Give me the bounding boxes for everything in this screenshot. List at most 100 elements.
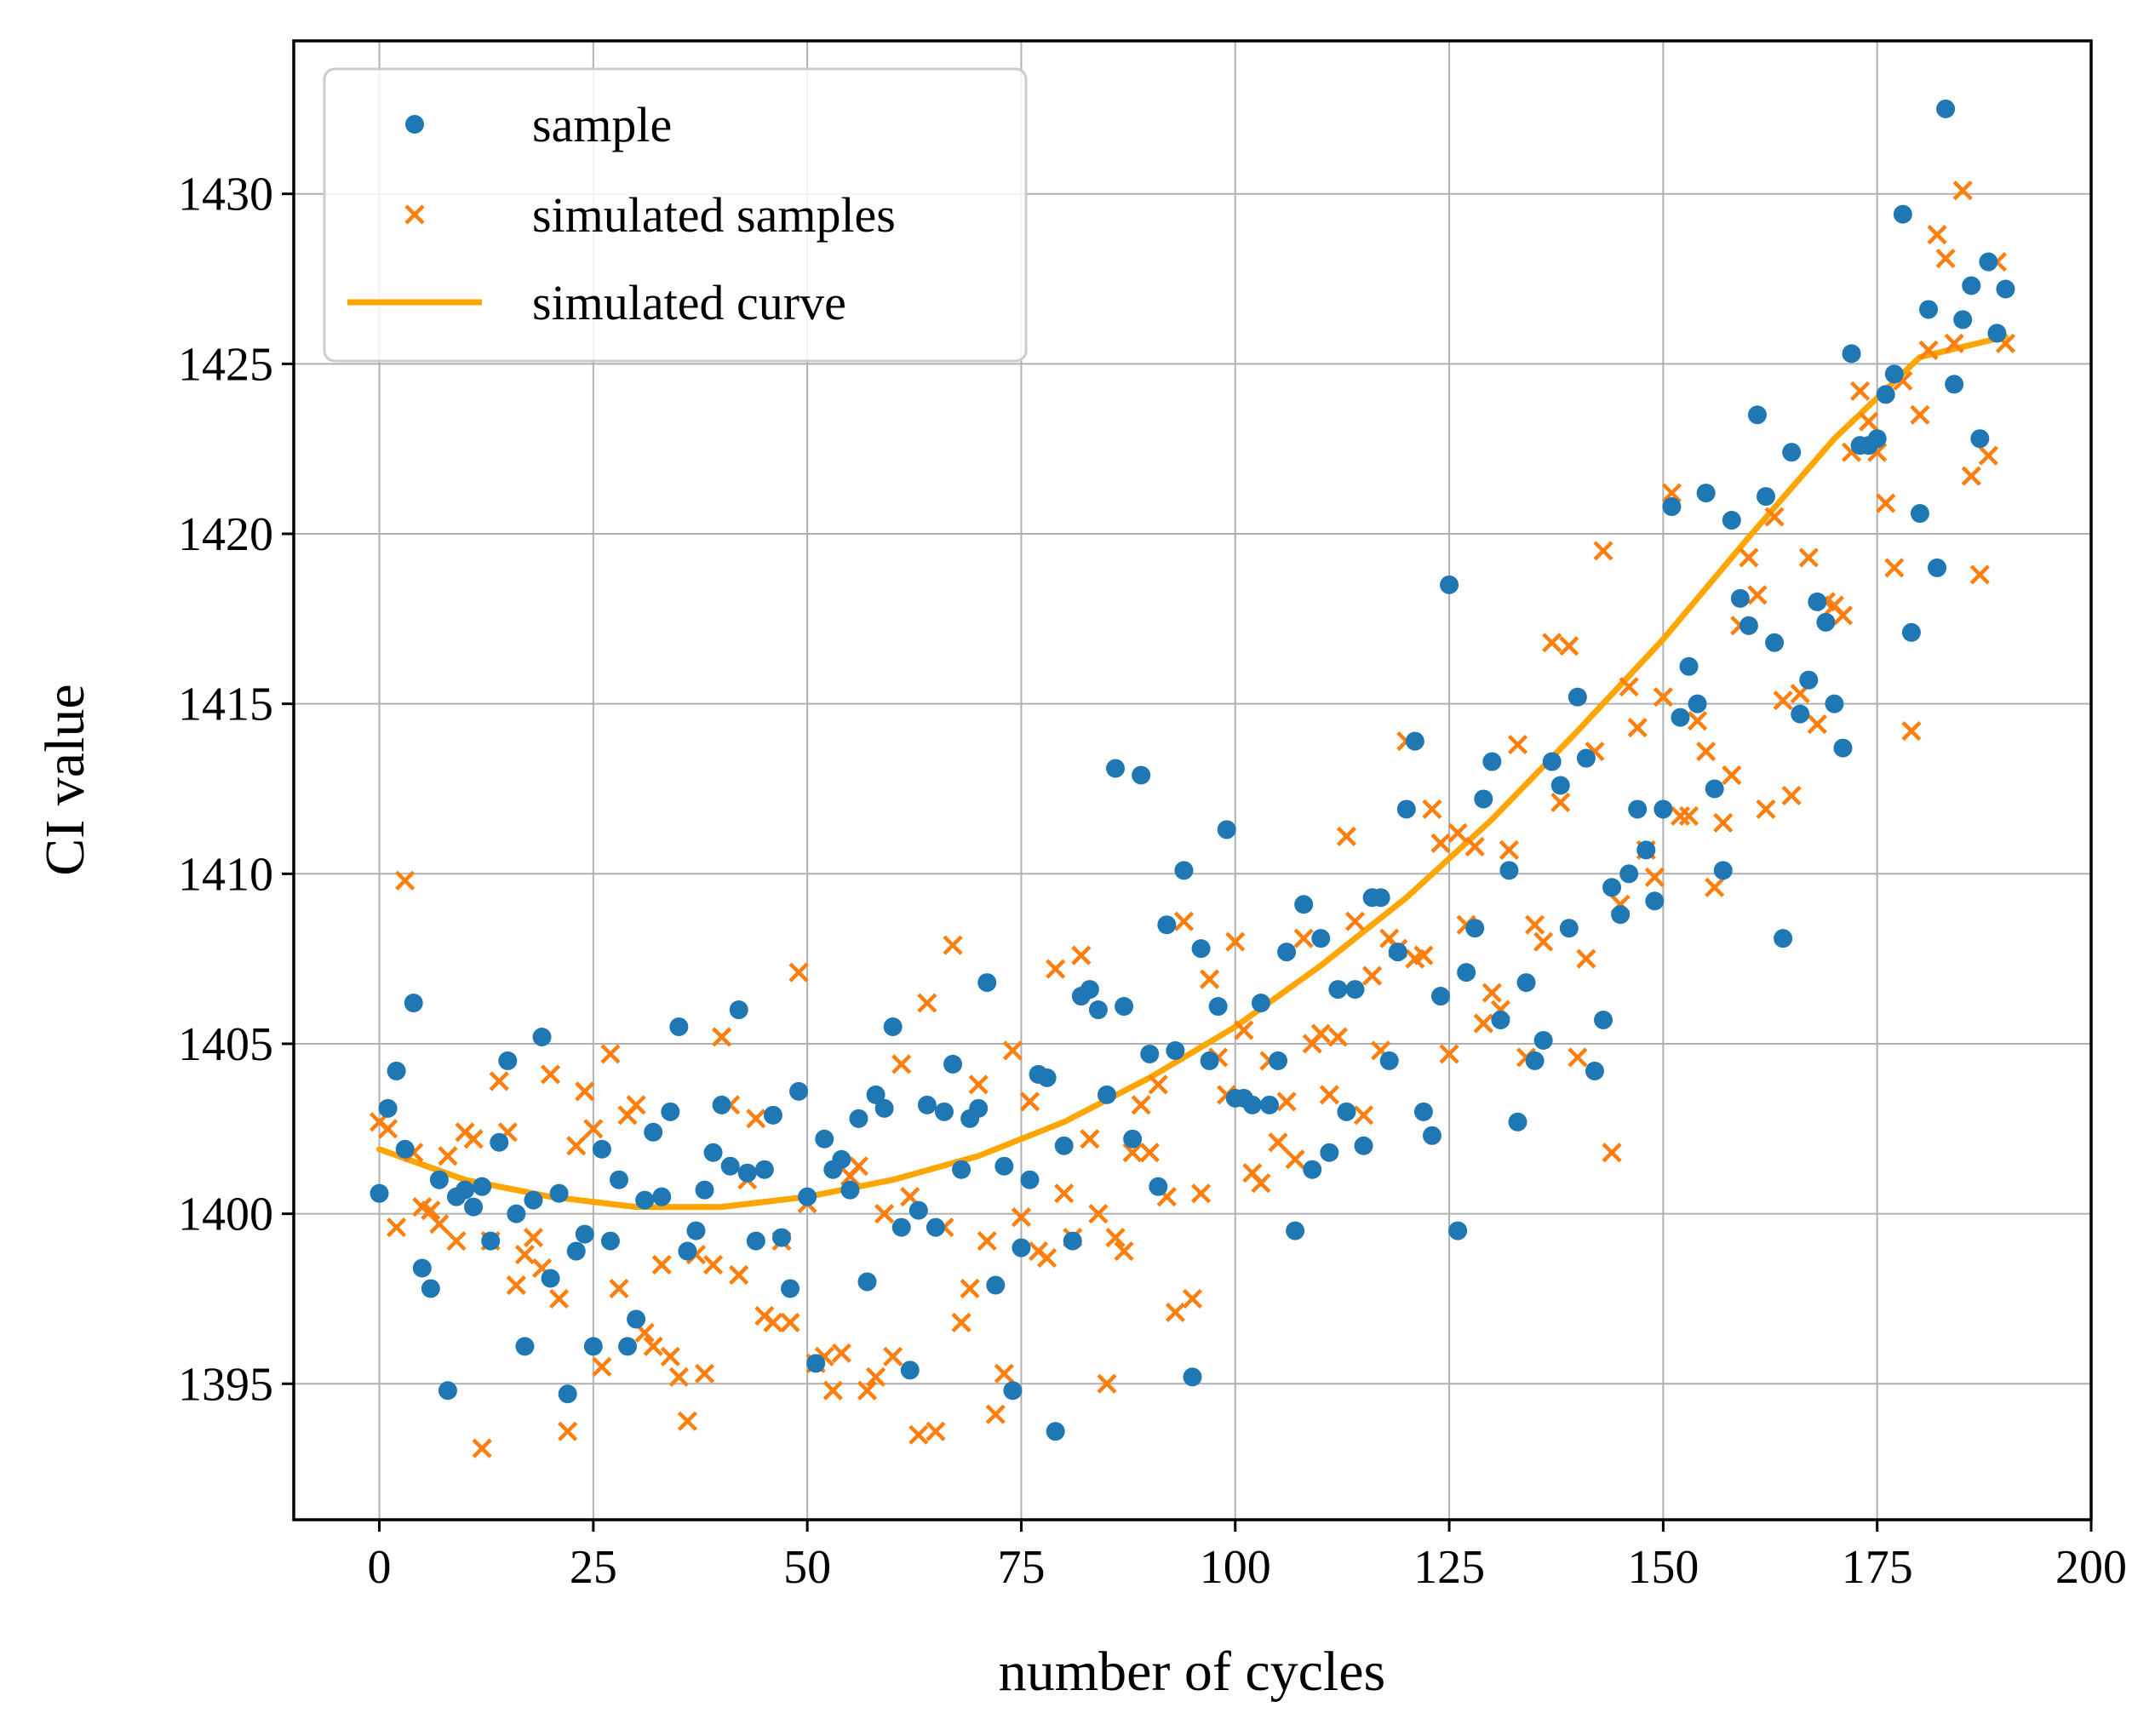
sample-point: [849, 1109, 868, 1128]
simulated-sample-point: [1781, 785, 1802, 806]
simulated-sample-point: [1533, 931, 1554, 952]
simulated-sample-point: [1327, 1027, 1348, 1047]
y-axis-label: CI value: [34, 684, 96, 875]
sample-point: [1550, 776, 1570, 795]
sample-point: [1636, 840, 1656, 860]
sample-point: [1825, 694, 1844, 713]
sample-point: [729, 1000, 748, 1020]
simulated-sample-point: [780, 1312, 800, 1332]
y-tick-label: 1395: [178, 1358, 273, 1411]
sample-point: [952, 1160, 971, 1179]
sample-point: [1448, 1221, 1468, 1240]
simulated-sample-point: [926, 1421, 946, 1441]
simulated-sample-point: [1088, 1204, 1109, 1224]
sample-point: [1491, 1011, 1510, 1030]
simulated-sample-point: [1602, 1143, 1622, 1163]
simulated-sample-point: [1276, 1091, 1297, 1112]
y-tick-label: 1415: [178, 679, 273, 731]
sample-point: [771, 1228, 791, 1247]
sample-point: [404, 994, 423, 1013]
simulated-sample-point: [377, 1119, 398, 1139]
sample-point: [1063, 1231, 1082, 1251]
sample-point: [1568, 687, 1587, 707]
sample-point: [1953, 310, 1973, 329]
simulated-sample-point: [1473, 1013, 1493, 1034]
simulated-sample-point: [994, 1363, 1014, 1384]
sample-point: [378, 1098, 398, 1118]
simulated-sample-point: [1576, 948, 1596, 969]
sample-point: [600, 1231, 620, 1251]
sample-point: [1833, 738, 1853, 758]
sample-point: [566, 1241, 586, 1261]
simulated-sample-point: [1439, 1044, 1459, 1064]
sample-point: [1259, 1095, 1279, 1114]
sample-point: [1242, 1095, 1262, 1114]
simulated-sample-point: [1918, 340, 1939, 360]
simulated-sample-point: [1705, 877, 1725, 897]
simulated-sample-point: [746, 1109, 766, 1129]
sample-point: [1645, 891, 1665, 911]
simulated-sample-point: [1910, 404, 1930, 425]
simulated-sample-point: [1019, 1091, 1040, 1112]
simulated-sample-point: [651, 1254, 672, 1275]
sample-point: [695, 1180, 714, 1200]
simulated-sample-point: [822, 1380, 843, 1401]
sample-point: [1371, 888, 1390, 908]
x-axis-label: number of cycles: [999, 1641, 1386, 1703]
simulated-sample-point: [1234, 1020, 1254, 1040]
sample-point: [900, 1361, 920, 1380]
simulated-sample-point: [977, 1230, 997, 1252]
sample-point: [1970, 429, 1990, 449]
simulated-sample-point: [1559, 636, 1579, 656]
simulated-sample-point: [1525, 914, 1545, 935]
sample-point: [1594, 1011, 1613, 1030]
legend-simulated-samples-marker: [404, 204, 425, 225]
sample-point: [1208, 997, 1228, 1017]
sample-point: [1106, 759, 1126, 778]
sample-point: [412, 1258, 432, 1278]
simulated-sample-point: [1944, 333, 1964, 353]
sample-point: [1337, 1102, 1356, 1121]
sample-point: [1757, 487, 1776, 507]
sample-point: [1440, 575, 1459, 594]
simulated-sample-point: [788, 962, 809, 983]
simulated-sample-point: [1935, 248, 1956, 269]
simulated-sample-point: [1200, 969, 1220, 989]
simulated-sample-point: [1593, 541, 1613, 561]
simulated-sample-point: [1952, 180, 1973, 201]
sample-markers: [370, 99, 2015, 1441]
y-tick-label: 1420: [178, 508, 273, 561]
simulated-sample-point: [848, 1156, 869, 1177]
sample-point: [754, 1160, 774, 1179]
sample-point: [1328, 980, 1348, 1000]
x-tick-label: 100: [1200, 1541, 1271, 1594]
sample-point: [986, 1275, 1006, 1295]
sample-point: [1739, 616, 1758, 635]
simulated-sample-point: [1678, 805, 1699, 827]
x-tick-label: 175: [1842, 1541, 1913, 1594]
sample-point: [1910, 504, 1929, 524]
sample-point: [1217, 820, 1236, 839]
simulated-sample-point: [540, 1064, 561, 1085]
sample-point: [558, 1384, 577, 1404]
simulated-sample-point: [1550, 792, 1571, 813]
sample-point: [1808, 592, 1827, 611]
simulated-sample-point: [1054, 1183, 1075, 1204]
sample-point: [1003, 1381, 1023, 1401]
simulated-sample-point: [1713, 812, 1734, 834]
simulated-sample-point: [1225, 931, 1246, 952]
sample-point: [1901, 622, 1921, 642]
legend: sample simulated samples simulated curve: [323, 67, 1028, 363]
simulated-sample-point: [429, 1214, 450, 1235]
sample-point: [789, 1081, 809, 1101]
sample-point: [387, 1061, 406, 1080]
simulated-sample-point: [1969, 564, 1990, 585]
simulated-sample-point: [891, 1054, 912, 1074]
legend-label-simulated-curve: simulated curve: [532, 275, 846, 330]
sample-point: [994, 1156, 1014, 1176]
legend-box: [323, 67, 1028, 363]
sample-point: [857, 1272, 877, 1292]
simulated-sample-point: [600, 1044, 621, 1064]
simulated-sample-point: [1080, 1129, 1100, 1149]
simulated-sample-point: [1285, 1149, 1305, 1170]
